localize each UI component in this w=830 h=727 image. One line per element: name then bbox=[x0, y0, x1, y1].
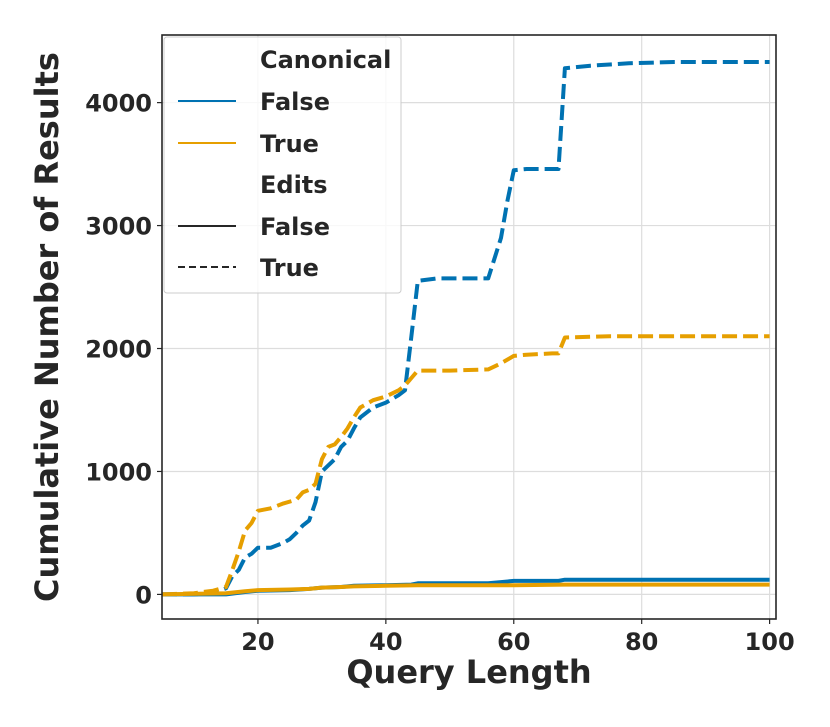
y-tick-label: 1000 bbox=[85, 458, 152, 486]
x-tick-label: 80 bbox=[625, 628, 658, 656]
series-line-canonical-true-edits-true bbox=[161, 334, 770, 597]
y-tick-label: 4000 bbox=[85, 90, 152, 118]
x-tick-label: 100 bbox=[745, 628, 795, 656]
y-tick-label: 2000 bbox=[85, 336, 152, 364]
legend-label-canonical-false: False bbox=[260, 88, 330, 116]
y-tick-label: 3000 bbox=[85, 213, 152, 241]
legend-title-canonical: Canonical bbox=[260, 46, 391, 74]
legend-label-edits-false: False bbox=[260, 213, 330, 241]
legend: Canonical False True Edits False True bbox=[163, 36, 402, 294]
legend-label-canonical-true: True bbox=[260, 130, 319, 158]
legend-title-edits: Edits bbox=[260, 171, 328, 199]
plot-frame bbox=[161, 34, 777, 620]
x-tick-label: 20 bbox=[241, 628, 274, 656]
series-layer bbox=[161, 60, 770, 597]
series-line-canonical-true-edits-false bbox=[161, 582, 770, 597]
x-axis-label: Query Length bbox=[346, 653, 591, 691]
y-axis-label: Cumulative Number of Results bbox=[28, 52, 66, 602]
x-tick-label: 60 bbox=[497, 628, 530, 656]
x-tick-label: 40 bbox=[369, 628, 402, 656]
series-line-canonical-false-edits-true bbox=[162, 60, 770, 597]
y-tick-label: 0 bbox=[135, 581, 152, 609]
legend-label-edits-true: True bbox=[260, 254, 319, 282]
